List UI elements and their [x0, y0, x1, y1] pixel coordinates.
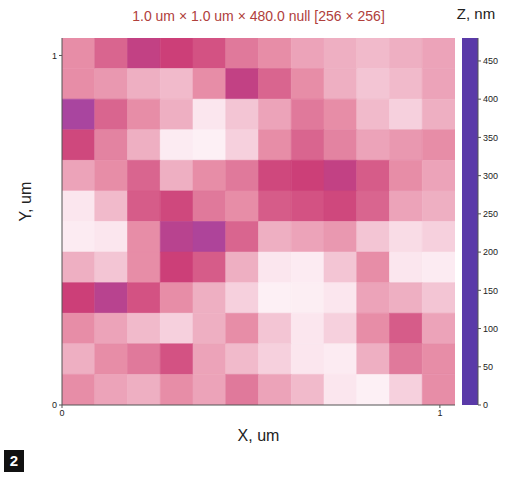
svg-text:250: 250	[483, 209, 498, 219]
svg-text:0: 0	[52, 400, 57, 410]
svg-text:200: 200	[483, 247, 498, 257]
svg-text:100: 100	[483, 324, 498, 334]
html-text:2: 2	[9, 452, 19, 469]
svg-text:400: 400	[483, 94, 498, 104]
svg-text:150: 150	[483, 286, 498, 296]
svg-text:1: 1	[437, 408, 442, 418]
svg-text:1: 1	[52, 51, 57, 61]
svg-text:Y, um: Y, um	[17, 182, 34, 222]
svg-text:50: 50	[483, 362, 493, 372]
svg-text:300: 300	[483, 171, 498, 181]
svg-text:0: 0	[59, 408, 64, 418]
svg-text:X, um: X, um	[238, 427, 280, 444]
html-text:1.0 um × 1.0 um × 480.0 null [: 1.0 um × 1.0 um × 480.0 null [256 × 256]	[132, 8, 385, 24]
html-text:Z, nm: Z, nm	[456, 5, 496, 22]
svg-text:350: 350	[483, 133, 498, 143]
svg-text:0: 0	[483, 400, 488, 410]
svg-text:450: 450	[483, 56, 498, 66]
